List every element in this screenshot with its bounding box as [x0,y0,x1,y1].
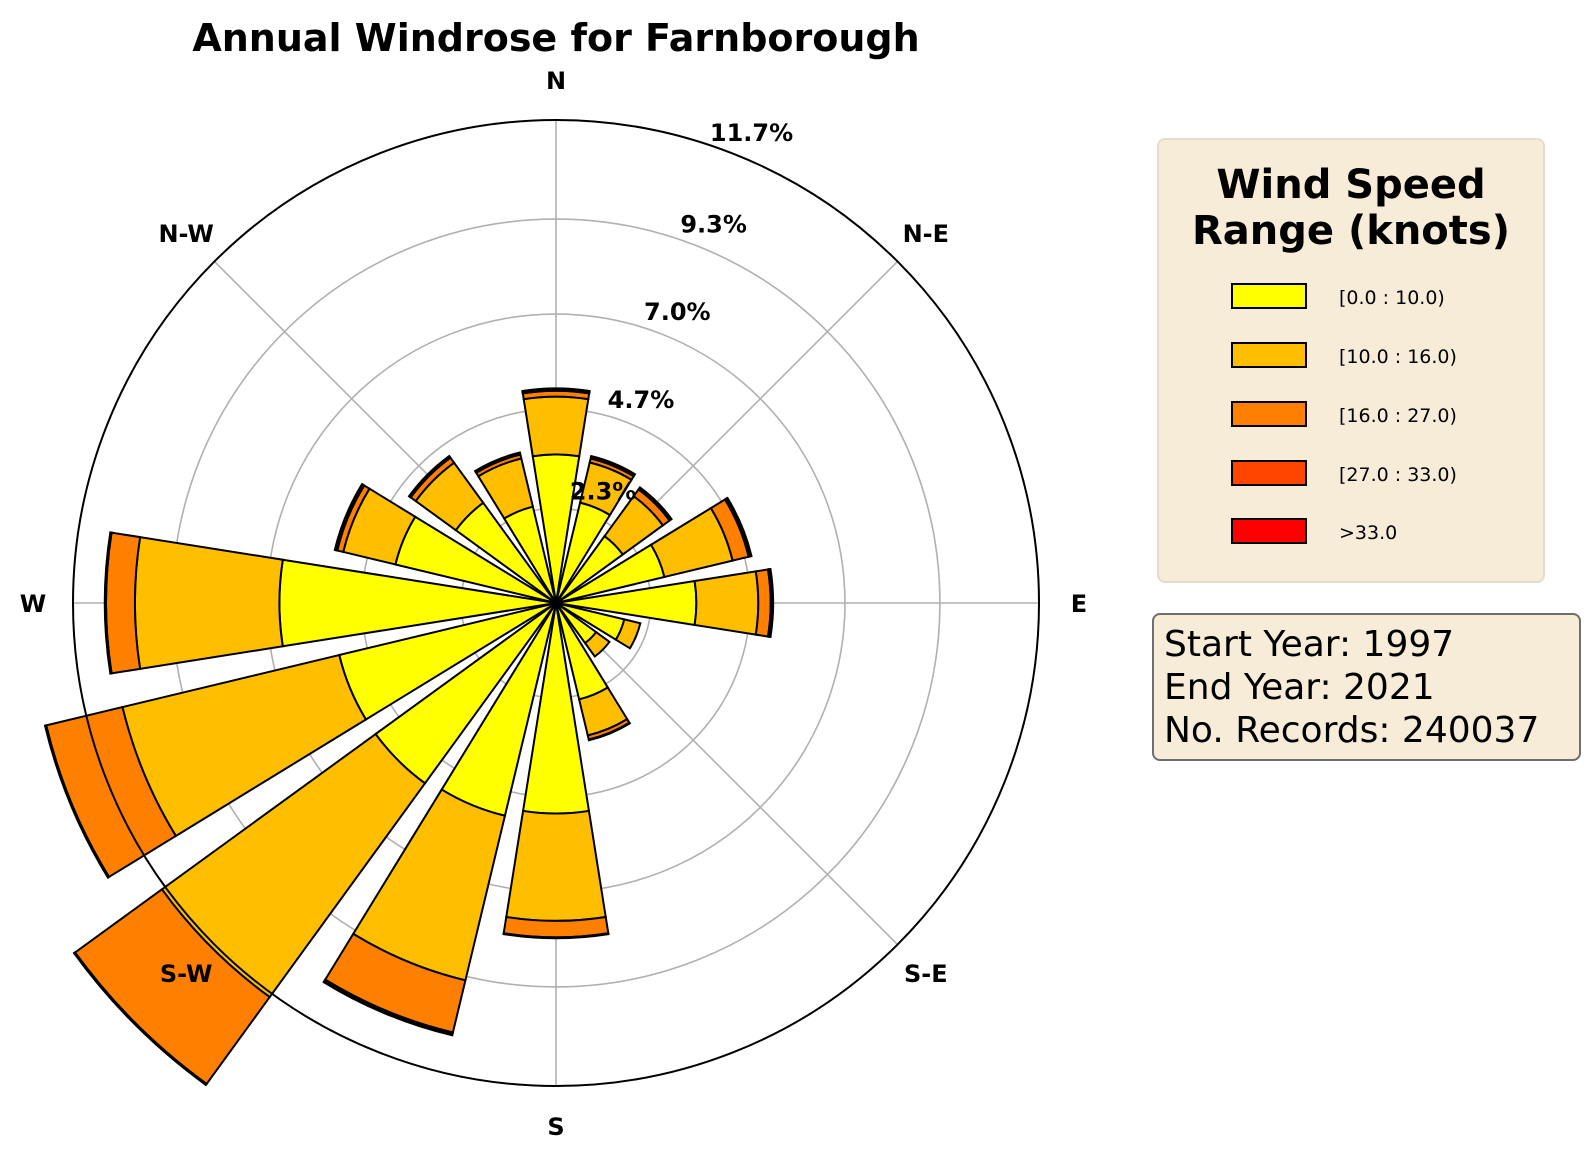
compass-label: E [1071,590,1087,618]
legend-item: >33.0 [1231,518,1531,548]
radial-tick-label: 4.7% [608,386,675,414]
record-count: No. Records: 240037 [1164,710,1540,751]
compass-label: S-E [904,960,948,988]
compass-label: N [546,67,566,95]
legend-swatch [1231,342,1307,368]
info-box: Start Year: 1997 End Year: 2021 No. Reco… [1152,613,1581,761]
legend-label: [10.0 : 16.0) [1339,346,1457,368]
legend-swatch [1231,460,1307,486]
wind-bar-segment [638,486,673,521]
legend-item: [16.0 : 27.0) [1231,401,1531,431]
compass-label: N-E [903,220,949,248]
wind-bar-segment [768,567,775,639]
legend-title: Wind Speed Range (knots) [1159,162,1543,254]
legend-title-line1: Wind Speed [1216,162,1486,208]
legend-swatch [1231,283,1307,309]
compass-label: N-W [158,220,213,248]
wind-bar-segment [407,454,452,499]
legend-item: [27.0 : 33.0) [1231,460,1531,490]
legend-item: [10.0 : 16.0) [1231,342,1531,372]
legend-label: [0.0 : 10.0) [1339,287,1445,309]
wind-bar-segment [322,980,454,1037]
wind-bar-segment [473,451,522,474]
radial-tick-labels: 2.3% 4.7% 7.0% 9.3% 11.7% [570,119,793,506]
legend-title-line2: Range (knots) [1191,208,1510,254]
wind-bars [43,387,775,1087]
wind-bar-segment [614,618,642,650]
wind-bar-segment [502,915,610,939]
compass-labels: N N-E E S-E S S-W W N-W [20,67,1087,1141]
compass-label: S [547,1113,564,1141]
compass-label: W [20,590,46,618]
wind-bar-segment [583,630,611,658]
wind-bar-segment [133,535,284,671]
legend-swatch [1231,518,1307,544]
wind-bar-segment [589,454,637,477]
wind-bar-segment [725,496,753,558]
radial-tick-label: 2.3% [570,477,637,505]
grid-spoke [555,602,899,946]
wind-bar-segment [333,482,365,552]
radial-tick-label: 7.0% [644,298,711,326]
legend-label: [27.0 : 33.0) [1339,464,1457,486]
wind-bar-segment [103,531,112,675]
legend-label: [16.0 : 27.0) [1339,405,1457,427]
wind-bar-segment [522,395,590,458]
end-year: End Year: 2021 [1164,667,1435,708]
wind-bar-segment [693,570,760,636]
legend-label: >33.0 [1339,522,1398,544]
wind-bar-segment [72,951,208,1087]
wind-bar-segment [43,724,110,879]
legend: Wind Speed Range (knots) [0.0 : 10.0) [1… [1157,138,1545,583]
wind-bar-segment [105,531,142,675]
compass-label: S-W [160,960,213,988]
radial-tick-label: 11.7% [710,119,793,147]
wind-bar-segment [587,721,632,742]
legend-swatch [1231,401,1307,427]
legend-item: [0.0 : 10.0) [1231,283,1531,313]
wind-bar-segment [505,809,607,922]
radial-tick-label: 9.3% [680,210,747,238]
outer-boundary [72,119,1040,1087]
start-year: Start Year: 1997 [1164,624,1455,665]
wind-bar-segment [502,932,610,940]
wind-bar-segment [521,387,591,393]
chart-title: Annual Windrose for Farnborough [192,16,919,60]
